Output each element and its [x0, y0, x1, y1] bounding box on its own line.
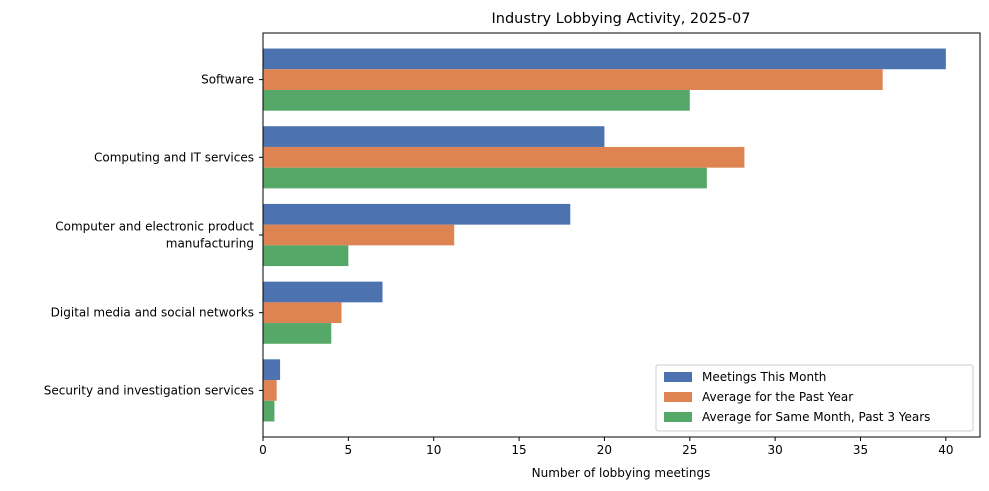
y-tick-label: Computing and IT services — [94, 150, 254, 164]
bar-2-3 — [263, 224, 455, 246]
bar-2-2 — [263, 146, 745, 168]
x-tick-label: 0 — [259, 443, 267, 457]
bar-2-4 — [263, 302, 342, 324]
bar-3-5 — [263, 400, 275, 422]
legend-label-1: Meetings This Month — [702, 370, 826, 384]
bar-2-5 — [263, 380, 277, 401]
legend-swatch-2 — [664, 392, 692, 402]
x-axis-label: Number of lobbying meetings — [532, 466, 711, 480]
x-tick-label: 10 — [426, 443, 441, 457]
bar-3-2 — [263, 167, 707, 189]
legend-box — [655, 364, 974, 432]
legend-label-2: Average for the Past Year — [702, 390, 853, 404]
legend: Meetings This Month Average for the Past … — [655, 364, 974, 432]
bar-1-5 — [263, 359, 281, 381]
x-tick-label: 25 — [682, 443, 697, 457]
bar-3-1 — [263, 89, 690, 111]
chart-title: Industry Lobbying Activity, 2025-07 — [492, 11, 751, 27]
bar-1-1 — [263, 48, 946, 70]
y-tick-label: Computer and electronic product manufactu… — [55, 220, 254, 251]
bar-3-3 — [263, 245, 349, 267]
x-tick-label: 35 — [853, 443, 868, 457]
x-tick-label: 20 — [597, 443, 612, 457]
bar-1-3 — [263, 203, 571, 225]
x-axis: 0 5 10 15 20 25 30 35 40 — [259, 437, 953, 457]
y-tick-label: Software — [201, 73, 254, 87]
x-tick-label: 40 — [938, 443, 953, 457]
y-axis: Software Computing and IT services Compute… — [44, 73, 263, 397]
legend-label-3: Average for Same Month, Past 3 Years — [702, 410, 930, 424]
y-tick-label: Digital media and social networks — [51, 306, 254, 320]
bar-1-2 — [263, 126, 605, 147]
bar-3-4 — [263, 323, 332, 344]
x-tick-label: 30 — [768, 443, 783, 457]
x-tick-label: 5 — [345, 443, 353, 457]
legend-swatch-1 — [664, 372, 692, 382]
bars-group — [263, 48, 946, 422]
legend-swatch-3 — [664, 412, 692, 422]
bar-1-4 — [263, 281, 383, 303]
bar-2-1 — [263, 69, 883, 90]
y-tick-label: Security and investigation services — [44, 383, 254, 397]
x-tick-label: 15 — [511, 443, 526, 457]
